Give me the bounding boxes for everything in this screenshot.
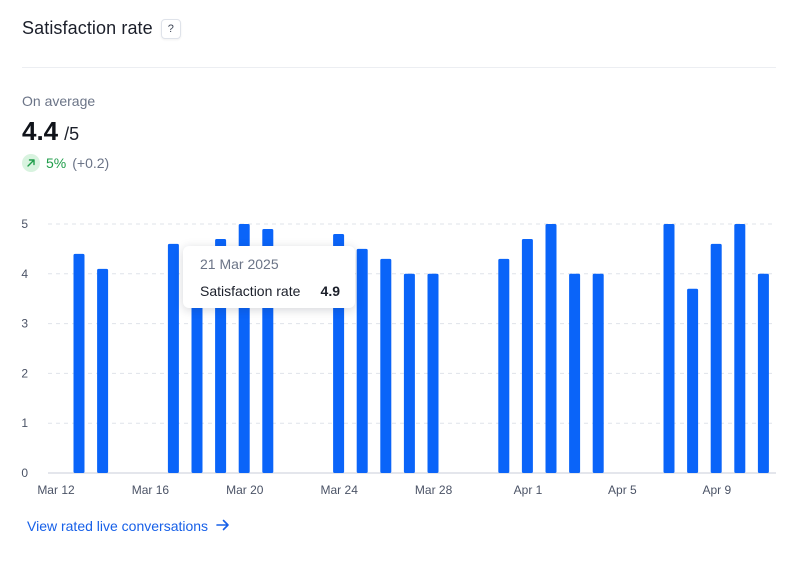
bar: [545, 224, 557, 473]
y-tick-label: 4: [21, 267, 28, 281]
trend-indicator: 5% (+0.2): [22, 154, 109, 172]
bar: [97, 268, 109, 473]
bar: [592, 273, 604, 473]
bar: [687, 288, 699, 473]
view-rated-conversations-link[interactable]: View rated live conversations: [27, 518, 230, 534]
chart-tooltip: 21 Mar 2025 Satisfaction rate 4.9: [183, 246, 355, 308]
card-header: Satisfaction rate ?: [22, 18, 181, 39]
bar: [521, 238, 533, 473]
tooltip-row: Satisfaction rate 4.9: [200, 283, 340, 299]
bar: [167, 243, 179, 473]
satisfaction-bar-chart: 0 1 2 3 4 5 Mar 12 Mar 16 Mar 20 Mar 24 Mar 28 Apr …: [21, 217, 776, 497]
x-tick-label: Mar 28: [415, 483, 453, 497]
average-label: On average: [22, 93, 96, 109]
y-tick-label: 2: [21, 366, 28, 380]
arrow-right-icon: [216, 518, 230, 534]
average-score: 4.4: [22, 116, 59, 146]
bar: [734, 224, 746, 473]
average-value: 4.4 /5: [22, 116, 79, 147]
x-tick-label: Apr 5: [608, 483, 637, 497]
header-divider: [22, 67, 776, 68]
bar: [710, 243, 722, 473]
link-label: View rated live conversations: [27, 518, 209, 534]
bar: [356, 248, 368, 473]
x-tick-label: Mar 20: [226, 483, 264, 497]
trend-percent: 5%: [46, 155, 67, 171]
y-tick-label: 5: [21, 217, 28, 231]
bar: [73, 253, 85, 473]
help-button[interactable]: ?: [160, 18, 181, 39]
x-tick-label: Mar 24: [321, 483, 359, 497]
bar: [403, 273, 415, 473]
x-tick-label: Apr 9: [702, 483, 731, 497]
y-tick-label: 1: [21, 416, 28, 430]
average-max: /5: [64, 124, 80, 144]
bar: [427, 273, 439, 473]
bar: [380, 258, 392, 473]
tooltip-label: Satisfaction rate: [200, 283, 301, 299]
x-tick-label: Mar 16: [132, 483, 170, 497]
x-tick-label: Apr 1: [514, 483, 543, 497]
bar: [569, 273, 581, 473]
y-tick-label: 0: [21, 466, 28, 480]
trend-up-arrow-icon: [22, 154, 40, 172]
tooltip-date: 21 Mar 2025: [200, 256, 279, 272]
page-title: Satisfaction rate: [22, 18, 153, 38]
trend-absolute: (+0.2): [72, 155, 110, 171]
x-tick-label: Mar 12: [37, 483, 75, 497]
bar: [498, 258, 510, 473]
tooltip-value: 4.9: [320, 283, 340, 299]
y-tick-label: 3: [21, 317, 28, 331]
bar: [191, 253, 203, 473]
bar: [757, 273, 769, 473]
bar: [663, 224, 675, 473]
